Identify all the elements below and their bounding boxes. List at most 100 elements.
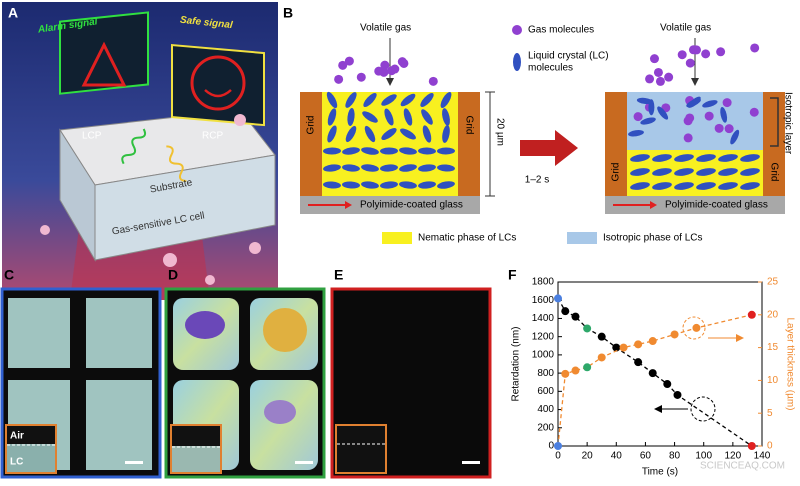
gas-molecule (677, 50, 687, 60)
cell-side (59, 128, 96, 262)
lc-molecule (361, 181, 379, 189)
panel-label: E (334, 267, 343, 283)
lc-molecule (630, 182, 650, 190)
gas-molecule (685, 113, 695, 123)
data-point (597, 332, 606, 341)
lc-molecule (418, 181, 436, 189)
y2-tick-label: 5 (767, 408, 773, 419)
lc-molecule (674, 154, 694, 162)
nematic-region (322, 92, 458, 196)
lc-molecules-label: Liquid crystal (LC) (528, 51, 609, 62)
glass-arrowhead (345, 201, 352, 209)
panel-e: E (330, 267, 492, 479)
lc-molecule (630, 154, 650, 162)
transition-arrow (520, 130, 578, 166)
lc-molecule (342, 147, 360, 155)
lc-molecule (720, 107, 728, 123)
data-point (648, 337, 657, 346)
lc-molecule (696, 168, 716, 176)
lc-molecule (400, 93, 416, 107)
lc-molecule (422, 125, 432, 143)
lc-molecule (380, 164, 398, 172)
gas-molecule (750, 43, 760, 53)
legend-nematic (382, 232, 412, 244)
lc-molecule (718, 154, 738, 162)
lc-molecule (323, 147, 341, 155)
watermark: SCIENCEAQ.COM (700, 461, 785, 472)
legend-gas-icon (512, 25, 522, 35)
gas-molecule (374, 66, 384, 76)
gas-molecule (645, 74, 655, 84)
gas-particle (163, 253, 177, 267)
lc-molecule (421, 109, 433, 125)
lcp-label: LCP (82, 131, 102, 142)
y-tick-label: 1600 (532, 295, 555, 306)
data-point (663, 380, 672, 389)
gas-arrowhead (386, 78, 394, 86)
x-tick-label: 0 (555, 451, 561, 462)
lc-molecule (384, 108, 394, 126)
data-point (670, 330, 679, 339)
data-point (612, 343, 621, 352)
gas-molecule (683, 133, 693, 143)
panel-label: A (8, 5, 18, 21)
lc-molecule (630, 168, 650, 176)
gas-molecule (722, 98, 732, 108)
gas-label: Volatile gas (660, 23, 711, 34)
gas-molecule (664, 72, 674, 82)
thickness-label: 20 µm (494, 118, 505, 146)
image-frame (330, 287, 492, 479)
glass-label: Polyimide-coated glass (665, 200, 768, 211)
lc-molecules-label: molecules (528, 63, 573, 74)
lc-molecule (674, 168, 694, 176)
callout-circle (682, 316, 706, 340)
x-tick-label: 40 (611, 451, 623, 462)
gas-molecule (428, 76, 438, 86)
gas-molecule (334, 74, 344, 84)
lc-molecule (399, 181, 417, 189)
pixel (86, 298, 152, 368)
gas-label: Volatile gas (360, 23, 411, 34)
y-tick-label: 1000 (532, 350, 555, 361)
legend-lc-icon (513, 53, 521, 71)
gas-molecule (716, 47, 726, 57)
panel-b: B Volatile gas Volatile gas Gas molecule… (283, 5, 793, 244)
data-point (561, 307, 570, 316)
panel-d: D (164, 267, 326, 479)
lc-label: LC (10, 457, 23, 468)
lc-molecule (636, 97, 653, 105)
lc-molecule (361, 164, 379, 172)
data-point (571, 366, 580, 375)
smile (204, 89, 232, 98)
x-tick-label: 80 (669, 451, 681, 462)
lc-molecule (418, 164, 436, 172)
gas-particle (249, 242, 261, 254)
layer-bracket (770, 97, 779, 147)
lc-molecule (361, 147, 379, 155)
glass-arrowhead (650, 201, 657, 209)
lc-molecule (437, 164, 455, 172)
x-axis-title: Time (s) (642, 467, 678, 478)
y-axis-title: Retardation (nm) (511, 326, 522, 401)
lc-molecule (347, 108, 355, 126)
isotropic-layer-label: Isotropic layer (782, 92, 793, 155)
lc-molecule (345, 125, 357, 143)
lc-molecule (437, 147, 455, 155)
alarm-screen (59, 11, 149, 95)
x-tick-label: 100 (695, 451, 712, 462)
scale-bar (295, 461, 313, 464)
data-point (747, 310, 756, 319)
gas-molecule (399, 58, 409, 68)
lc-molecule (342, 164, 360, 172)
x-tick-label: 60 (640, 451, 652, 462)
pixel (8, 298, 70, 368)
y-tick-label: 800 (537, 368, 554, 379)
lc-molecule (403, 108, 413, 126)
plot-frame (557, 281, 763, 447)
lc-molecule (730, 129, 740, 145)
lc-molecule (400, 128, 416, 140)
x-tick-label: 120 (725, 451, 742, 462)
glass (300, 196, 480, 214)
lc-molecule (327, 108, 337, 126)
lc-molecule (696, 182, 716, 190)
